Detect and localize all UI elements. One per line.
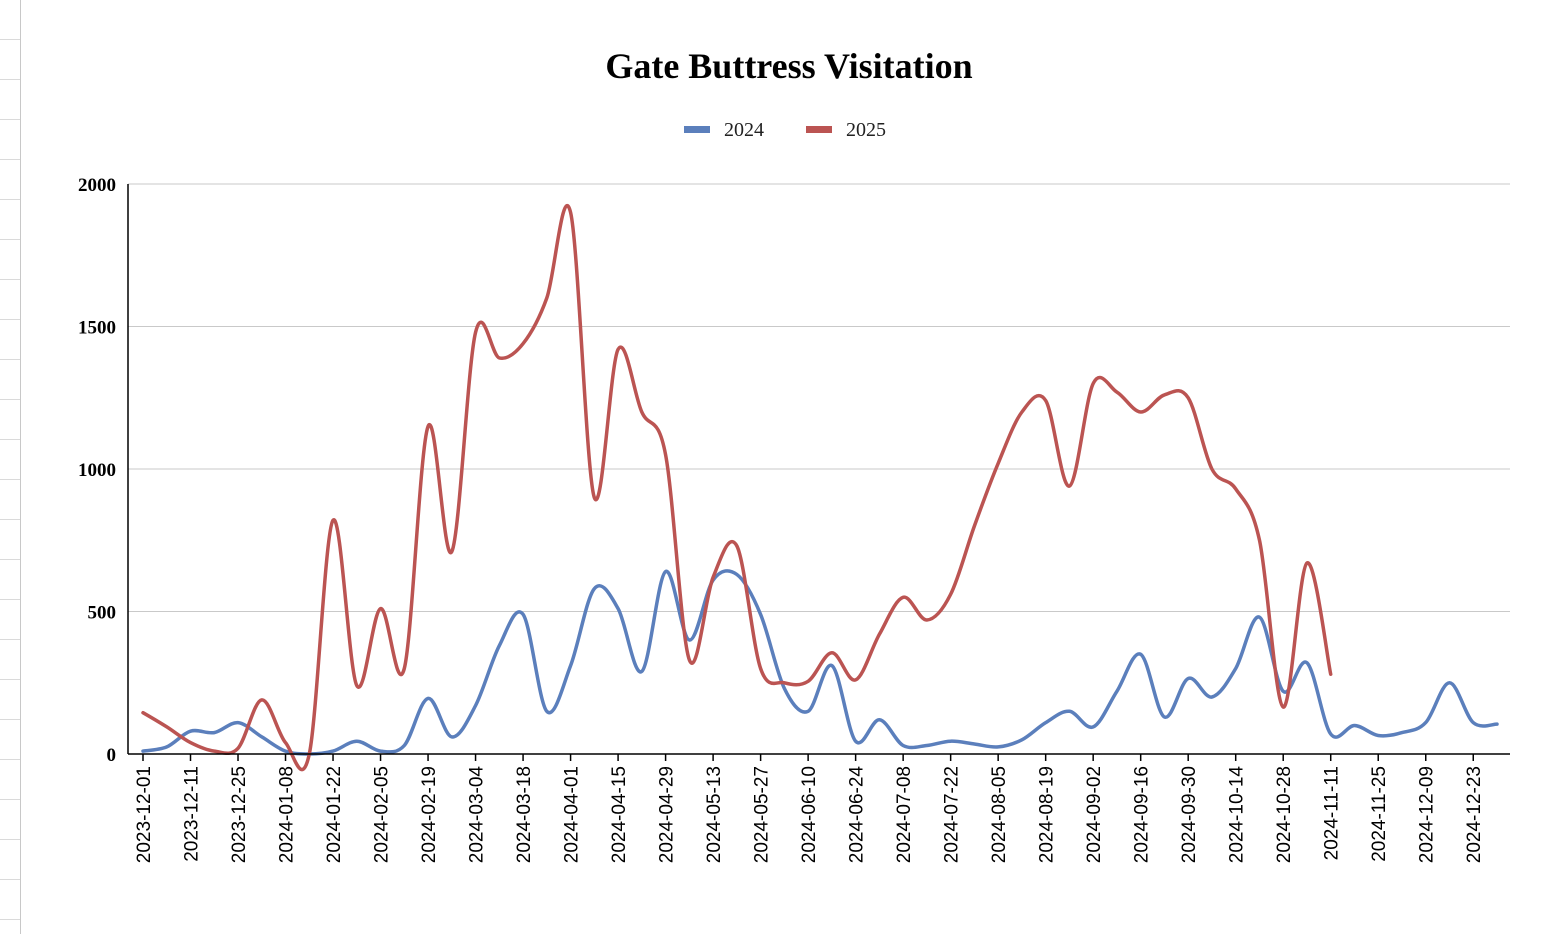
x-tick-label: 2024-04-29	[657, 766, 678, 863]
x-tick-label: 2024-06-10	[799, 766, 820, 863]
x-tick-label: 2024-05-13	[704, 766, 725, 863]
sheet-row-gutter	[0, 0, 21, 934]
x-tick-label: 2023-12-25	[229, 766, 250, 863]
y-tick-label: 1500	[78, 318, 116, 339]
series-line-2024	[141, 569, 1499, 756]
series-lines	[141, 203, 1499, 772]
x-tick-label: 2024-08-05	[989, 766, 1010, 863]
x-tick-label: 2024-04-15	[609, 766, 630, 863]
x-tick-label: 2024-10-14	[1227, 766, 1248, 864]
chart-title: Gate Buttress Visitation	[605, 46, 972, 86]
x-tick-label: 2024-04-01	[562, 766, 583, 863]
y-tick-label: 500	[88, 603, 117, 624]
axes	[127, 184, 1510, 755]
y-tick-label: 2000	[78, 175, 116, 196]
x-tick-label: 2024-11-25	[1369, 766, 1390, 862]
x-tick-label: 2024-09-30	[1179, 766, 1200, 863]
gridlines	[128, 183, 1510, 612]
legend-label-2025: 2025	[846, 119, 886, 141]
x-tick-label: 2024-07-22	[942, 766, 963, 863]
y-tick-label: 0	[107, 745, 117, 766]
x-tick-label: 2024-12-09	[1417, 766, 1438, 863]
x-tick-label: 2024-08-19	[1037, 766, 1058, 863]
legend: 2024 2025	[684, 119, 886, 141]
y-tick-label: 1000	[78, 460, 116, 481]
series-line-2025	[141, 203, 1333, 772]
y-axis-ticks: 0 500 1000 1500 2000	[78, 175, 116, 766]
x-tick-label: 2024-05-27	[752, 766, 773, 863]
x-tick-label: 2024-11-11	[1322, 766, 1343, 860]
x-tick-label: 2023-12-01	[134, 766, 155, 863]
x-tick-label: 2024-06-24	[847, 766, 868, 864]
x-tick-label: 2024-09-02	[1084, 766, 1105, 863]
x-tick-label: 2024-01-22	[324, 766, 345, 863]
x-tick-label: 2024-03-04	[467, 766, 488, 864]
legend-label-2024: 2024	[724, 119, 764, 141]
x-tick-label: 2024-09-16	[1132, 766, 1153, 863]
x-tick-label: 2024-02-05	[372, 766, 393, 863]
legend-swatch-2024	[684, 126, 710, 133]
x-tick-label: 2024-03-18	[514, 766, 535, 863]
legend-swatch-2025	[806, 126, 832, 133]
x-tick-label: 2024-07-08	[894, 766, 915, 863]
x-tick-label: 2023-12-11	[182, 766, 203, 862]
x-tick-label: 2024-02-19	[419, 766, 440, 863]
x-tick-label: 2024-01-08	[277, 766, 298, 863]
x-axis-ticks: 2023-12-01 2023-12-11 2023-12-25 2024-01-08…	[134, 754, 1485, 863]
x-tick-label: 2024-12-23	[1464, 766, 1485, 863]
x-tick-label: 2024-10-28	[1274, 766, 1295, 863]
